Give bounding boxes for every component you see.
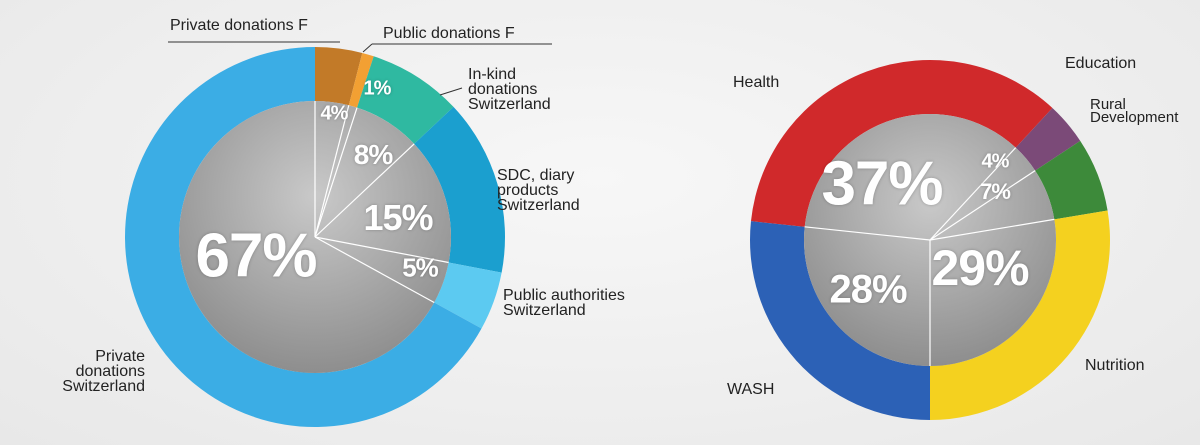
value-label: 28% (829, 267, 907, 312)
separator (929, 170, 1036, 241)
separator (929, 218, 1055, 241)
donut-left (125, 47, 506, 427)
separator (314, 236, 449, 264)
value-label: 29% (931, 240, 1029, 296)
category-label: Health (733, 74, 780, 91)
separator (929, 147, 1017, 241)
category-label: SDC, diary products Switzerland (497, 167, 580, 214)
donut-right (750, 59, 1110, 420)
value-label: 8% (353, 139, 393, 170)
donut-segment (1035, 140, 1108, 220)
separator (314, 105, 350, 238)
donut-segment (930, 210, 1110, 420)
category-label: WASH (727, 381, 775, 398)
value-label: 4% (320, 102, 349, 125)
donut-segment (348, 52, 374, 108)
category-label: Public donations F (383, 25, 515, 42)
category-label: Public authorities Switzerland (503, 287, 625, 319)
value-label: 37% (821, 149, 943, 219)
category-label: Nutrition (1085, 357, 1145, 374)
category-label: Private donations F (170, 17, 308, 34)
leader-line (362, 43, 373, 53)
separator (314, 107, 358, 238)
leader-line (439, 87, 463, 96)
donut-segment (750, 59, 1053, 227)
category-label: Education (1065, 55, 1137, 72)
value-label: 4% (981, 150, 1010, 173)
category-label: Rural Development (1090, 96, 1179, 126)
donut-segment (750, 221, 930, 420)
separator (314, 143, 415, 238)
value-label: 1% (363, 77, 392, 100)
value-label: 5% (402, 252, 439, 283)
donut-segment (1015, 108, 1081, 171)
donut-segment (434, 262, 502, 329)
value-label: 67% (195, 221, 317, 291)
donut-segment (414, 106, 506, 273)
value-label: 15% (363, 197, 433, 238)
separator (804, 226, 931, 241)
category-label: In-kind donations Switzerland (468, 66, 551, 113)
donut-segment (315, 47, 363, 106)
donut-segment (357, 56, 454, 144)
value-label: 7% (980, 179, 1011, 204)
separator (314, 236, 435, 304)
category-label: Private donations Switzerland (62, 348, 145, 395)
donut-segment (125, 47, 482, 427)
